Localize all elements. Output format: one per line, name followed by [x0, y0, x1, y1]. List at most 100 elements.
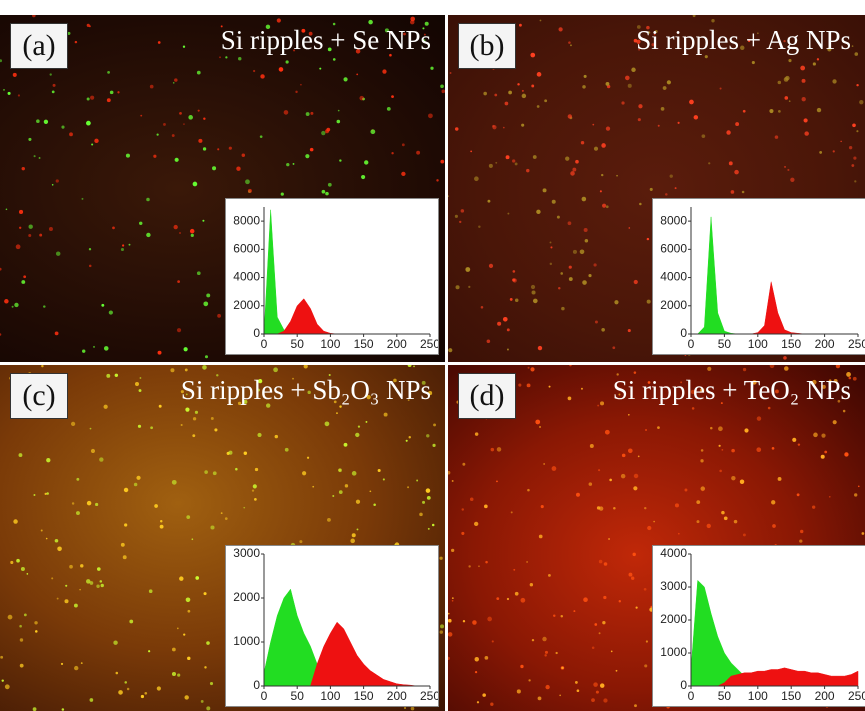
fluorescent-spot [559, 27, 563, 31]
fluorescent-spot [527, 383, 531, 387]
fluorescent-spot [109, 310, 113, 314]
fluorescent-spot [658, 125, 660, 127]
y-tick-label: 4000 [660, 546, 687, 560]
fluorescent-spot [856, 130, 858, 132]
fluorescent-spot [0, 333, 1, 336]
fluorescent-spot [41, 365, 43, 367]
fluorescent-spot [177, 328, 181, 332]
fluorescent-spot [778, 477, 782, 481]
fluorescent-spot [160, 520, 162, 522]
fluorescent-spot [832, 79, 836, 83]
fluorescent-spot [427, 496, 431, 500]
fluorescent-spot [327, 518, 331, 522]
fluorescent-spot [757, 416, 761, 420]
fluorescent-spot [448, 471, 450, 475]
fluorescent-spot [39, 234, 42, 237]
fluorescent-spot [326, 128, 330, 132]
fluorescent-spot [541, 505, 544, 508]
fluorescent-spot [638, 118, 641, 121]
fluorescent-spot [798, 443, 800, 445]
y-tick-label: 2000 [660, 298, 687, 312]
fluorescent-spot [158, 41, 161, 44]
fluorescent-spot [606, 205, 609, 208]
fluorescent-spot [95, 503, 98, 506]
fluorescent-spot [55, 332, 59, 336]
fluorescent-spot [455, 127, 458, 130]
fluorescent-spot [235, 468, 238, 471]
fluorescent-spot [69, 132, 73, 136]
fluorescent-spot [391, 95, 394, 98]
fluorescent-spot [139, 222, 142, 225]
fluorescent-spot [638, 104, 642, 108]
fluorescent-spot [64, 599, 68, 603]
fluorescent-spot [183, 123, 185, 125]
fluorescent-spot [0, 59, 2, 62]
fluorescent-spot [426, 434, 429, 437]
fluorescent-spot [295, 91, 297, 93]
fluorescent-spot [39, 157, 41, 159]
fluorescent-spot [436, 179, 438, 181]
fluorescent-spot [584, 75, 587, 78]
fluorescent-spot [862, 532, 865, 535]
fluorescent-spot [6, 208, 8, 210]
fluorescent-spot [821, 455, 825, 459]
fluorescent-spot [149, 589, 153, 593]
fluorescent-spot [384, 413, 388, 417]
fluorescent-spot [634, 704, 637, 707]
fluorescent-spot [644, 507, 646, 509]
fluorescent-spot [854, 180, 856, 182]
fluorescent-spot [175, 158, 179, 162]
fluorescent-spot [157, 133, 159, 135]
fluorescent-spot [824, 451, 827, 454]
fluorescent-spot [812, 506, 815, 509]
fluorescent-spot [633, 486, 637, 490]
x-tick-label: 250 [420, 689, 439, 703]
fluorescent-spot [440, 160, 444, 164]
image-panel: (b)Si ripples + Ag NPs050100150200250020… [448, 15, 865, 362]
fluorescent-spot [383, 478, 385, 480]
fluorescent-spot [24, 613, 27, 616]
fluorescent-spot [184, 695, 188, 699]
fluorescent-spot [3, 89, 5, 91]
fluorescent-spot [634, 280, 638, 284]
fluorescent-spot [91, 143, 93, 145]
fluorescent-spot [729, 161, 733, 165]
fluorescent-spot [206, 293, 210, 297]
fluorescent-spot [595, 321, 598, 324]
fluorescent-spot [0, 268, 2, 271]
fluorescent-spot [636, 607, 638, 609]
fluorescent-spot [448, 613, 450, 615]
fluorescent-spot [254, 498, 257, 501]
fluorescent-spot [8, 615, 13, 620]
fluorescent-spot [433, 423, 436, 426]
fluorescent-spot [600, 683, 604, 687]
fluorescent-spot [843, 410, 846, 413]
fluorescent-spot [708, 162, 710, 164]
fluorescent-spot [613, 507, 616, 510]
fluorescent-spot [146, 233, 150, 237]
fluorescent-spot [260, 74, 264, 78]
fluorescent-spot [243, 507, 245, 509]
fluorescent-spot [16, 244, 21, 249]
fluorescent-spot [590, 444, 594, 448]
fluorescent-spot [507, 213, 509, 215]
fluorescent-spot [503, 127, 505, 129]
fluorescent-spot [19, 453, 23, 457]
fluorescent-spot [591, 698, 595, 702]
x-tick-label: 100 [748, 689, 768, 703]
fluorescent-spot [304, 365, 308, 369]
fluorescent-spot [177, 674, 180, 677]
fluorescent-spot [560, 272, 563, 275]
fluorescent-spot [519, 24, 522, 27]
fluorescent-spot [89, 25, 91, 27]
fluorescent-spot [726, 130, 730, 134]
fluorescent-spot [569, 277, 573, 281]
fluorescent-spot [553, 615, 555, 617]
fluorescent-spot [788, 59, 791, 62]
fluorescent-spot [206, 641, 210, 645]
fluorescent-spot [275, 435, 278, 438]
fluorescent-spot [582, 85, 585, 88]
y-tick-label: 0 [253, 678, 260, 692]
x-tick-label: 0 [688, 337, 695, 351]
fluorescent-spot [29, 225, 33, 229]
